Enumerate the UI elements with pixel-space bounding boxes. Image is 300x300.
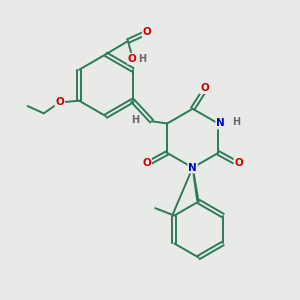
Text: O: O [234, 158, 243, 168]
Text: H: H [139, 54, 147, 64]
Text: N: N [216, 118, 225, 128]
Text: N: N [188, 163, 197, 173]
Text: O: O [128, 54, 137, 64]
Text: O: O [56, 97, 64, 107]
Text: O: O [200, 83, 209, 93]
Text: H: H [232, 117, 240, 127]
Text: H: H [131, 115, 140, 125]
Text: O: O [143, 27, 152, 37]
Text: O: O [142, 158, 151, 168]
